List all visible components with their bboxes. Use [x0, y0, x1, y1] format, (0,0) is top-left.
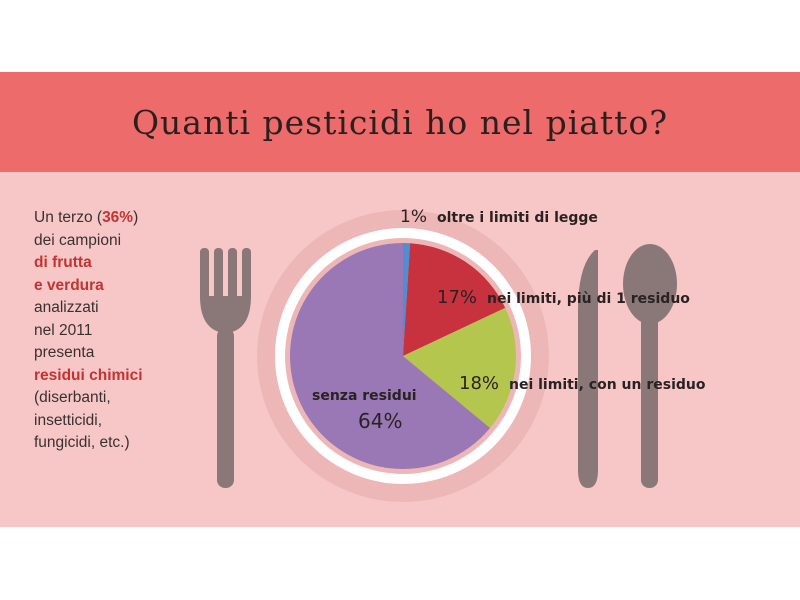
slice-label-percent: 17%	[437, 287, 477, 308]
pie-slice-1	[403, 243, 506, 356]
pie-labels: 1% oltre i limiti di legge 17% nei limit…	[312, 207, 706, 433]
intro-line: dei campioni	[34, 231, 122, 249]
slice-label-percent: 1%	[400, 207, 427, 227]
intro-line: (diserbanti,	[34, 389, 111, 406]
slice-label-text: nei limiti, più di 1 residuo	[487, 291, 690, 307]
pie-slice-2	[403, 307, 516, 429]
intro-line: insetticidi,	[34, 411, 103, 429]
intro-line: Un terzo (	[34, 209, 103, 226]
pie-slice-3	[289, 243, 491, 469]
intro-text: Un terzo (36%) dei campioni di frutta e …	[34, 207, 204, 455]
intro-highlight: residui chimici	[34, 366, 143, 384]
intro-line: analizzati	[34, 299, 99, 316]
intro-highlight: di frutta	[34, 254, 92, 271]
title-banner: Quanti pesticidi ho nel piatto?	[0, 72, 800, 172]
knife-icon	[578, 250, 598, 488]
intro-line: presenta	[34, 344, 95, 361]
page-title: Quanti pesticidi ho nel piatto?	[131, 102, 669, 142]
fork-icon	[200, 248, 251, 488]
slice-label-text: nei limiti, con un residuo	[509, 377, 706, 393]
intro-line: )	[133, 209, 139, 226]
slice-label-text: senza residui	[312, 388, 417, 404]
intro-highlight: e verdura	[34, 276, 104, 294]
intro-line: nel 2011	[34, 321, 93, 339]
spoon-icon	[623, 244, 677, 488]
pie-slice-0	[403, 243, 411, 356]
intro-line: fungicidi, etc.)	[34, 434, 130, 451]
slice-label-percent: 64%	[358, 409, 402, 433]
pie	[289, 243, 516, 469]
intro-percent: 36%	[102, 209, 134, 226]
slice-label-percent: 18%	[459, 373, 499, 394]
slice-label-text: oltre i limiti di legge	[437, 210, 598, 226]
